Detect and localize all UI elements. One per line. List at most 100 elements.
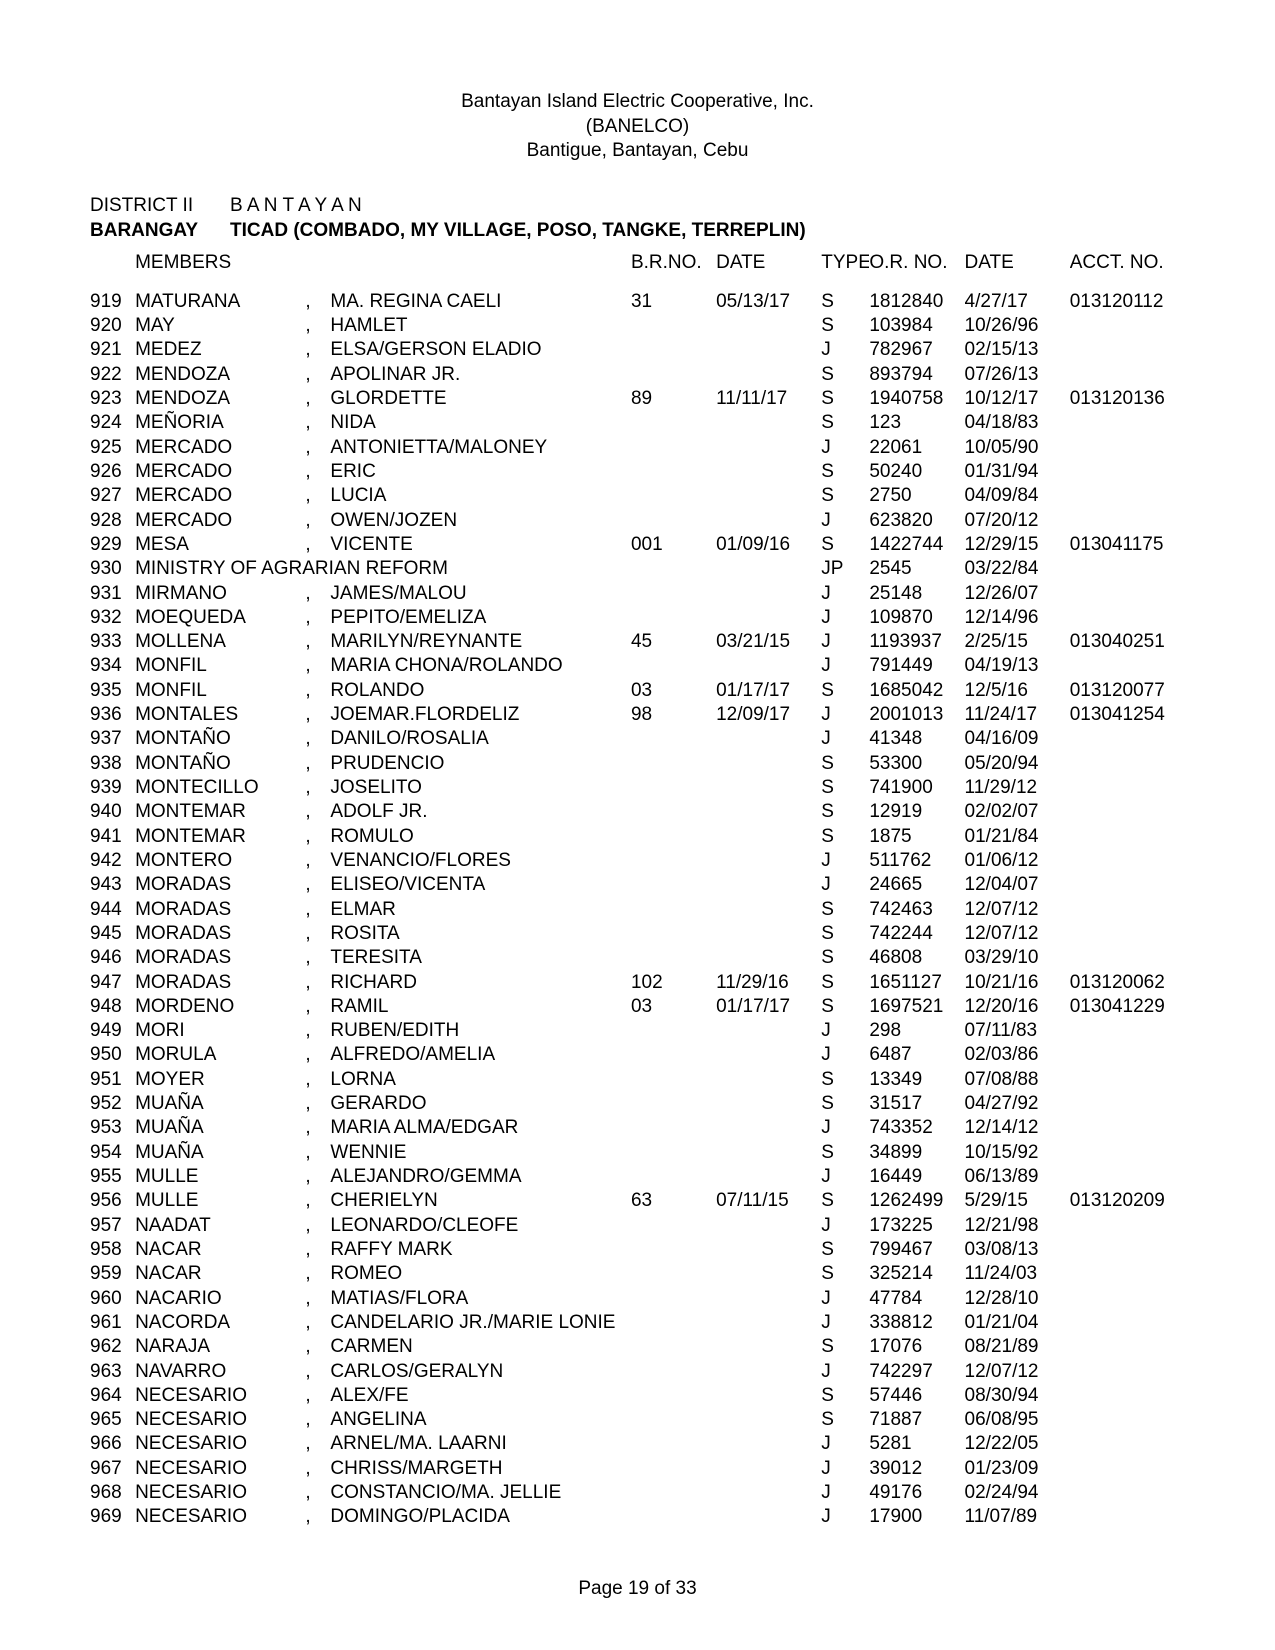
cell-type: S — [821, 1189, 869, 1213]
cell-acct — [1070, 1092, 1185, 1116]
cell-sep: , — [305, 922, 330, 946]
cell-orno: 1651127 — [869, 971, 964, 995]
cell-brno: 31 — [631, 290, 716, 314]
cell-brno — [631, 606, 716, 630]
cell-last: MEÑORIA — [135, 411, 305, 435]
cell-last: NECESARIO — [135, 1481, 305, 1505]
cell-type: J — [821, 1311, 869, 1335]
cell-orno: 71887 — [869, 1408, 964, 1432]
cell-odate: 12/29/15 — [965, 533, 1070, 557]
cell-acct: 013041229 — [1070, 995, 1185, 1019]
cell-last: NARAJA — [135, 1335, 305, 1359]
cell-date — [716, 314, 821, 338]
header-org-address: Bantigue, Bantayan, Cebu — [90, 139, 1185, 164]
cell-odate: 01/21/84 — [965, 825, 1070, 849]
cell-orno: 1422744 — [869, 533, 964, 557]
cell-type: S — [821, 533, 869, 557]
cell-acct — [1070, 1311, 1185, 1335]
cell-acct — [1070, 1384, 1185, 1408]
cell-no: 932 — [90, 606, 135, 630]
cell-first: CARMEN — [330, 1335, 631, 1359]
cell-brno — [631, 1043, 716, 1067]
cell-type: J — [821, 338, 869, 362]
cell-no: 943 — [90, 873, 135, 897]
cell-type: S — [821, 1408, 869, 1432]
cell-date — [716, 557, 821, 581]
table-body: 919MATURANA,MA. REGINA CAELI3105/13/17S1… — [90, 290, 1185, 1530]
cell-no: 938 — [90, 752, 135, 776]
cell-odate: 4/27/17 — [965, 290, 1070, 314]
cell-first: CHRISS/MARGETH — [330, 1457, 631, 1481]
cell-type: J — [821, 436, 869, 460]
cell-no: 947 — [90, 971, 135, 995]
cell-odate: 10/15/92 — [965, 1141, 1070, 1165]
cell-sep: , — [305, 995, 330, 1019]
cell-brno: 102 — [631, 971, 716, 995]
document-header: Bantayan Island Electric Cooperative, In… — [90, 90, 1185, 164]
table-row: 940MONTEMAR,ADOLF JR.S1291902/02/07 — [90, 800, 1185, 824]
cell-odate: 04/19/13 — [965, 654, 1070, 678]
cell-last: MIRMANO — [135, 582, 305, 606]
cell-no: 965 — [90, 1408, 135, 1432]
cell-brno: 001 — [631, 533, 716, 557]
cell-orno: 109870 — [869, 606, 964, 630]
cell-no: 945 — [90, 922, 135, 946]
cell-no: 958 — [90, 1238, 135, 1262]
table-row: 944MORADAS,ELMARS74246312/07/12 — [90, 898, 1185, 922]
cell-orno: 338812 — [869, 1311, 964, 1335]
cell-type: S — [821, 776, 869, 800]
cell-no: 925 — [90, 436, 135, 460]
cell-orno: 325214 — [869, 1262, 964, 1286]
cell-acct — [1070, 1335, 1185, 1359]
cell-orno: 41348 — [869, 727, 964, 751]
cell-first: PEPITO/EMELIZA — [330, 606, 631, 630]
cell-no: 960 — [90, 1287, 135, 1311]
table-row: 958NACAR,RAFFY MARKS79946703/08/13 — [90, 1238, 1185, 1262]
cell-last: MOLLENA — [135, 630, 305, 654]
cell-type: JP — [821, 557, 869, 581]
cell-last: MORADAS — [135, 971, 305, 995]
cell-sep: , — [305, 314, 330, 338]
cell-acct: 013120136 — [1070, 387, 1185, 411]
cell-type: J — [821, 606, 869, 630]
cell-first: ARNEL/MA. LAARNI — [330, 1432, 631, 1456]
cell-brno — [631, 1092, 716, 1116]
cell-sep: , — [305, 338, 330, 362]
cell-orno: 5281 — [869, 1432, 964, 1456]
cell-acct — [1070, 606, 1185, 630]
cell-sep: , — [305, 1092, 330, 1116]
cell-brno — [631, 1141, 716, 1165]
cell-odate: 08/21/89 — [965, 1335, 1070, 1359]
cell-type: S — [821, 314, 869, 338]
cell-date — [716, 727, 821, 751]
cell-last: MONFIL — [135, 654, 305, 678]
cell-date — [716, 654, 821, 678]
cell-odate: 04/18/83 — [965, 411, 1070, 435]
cell-first: APOLINAR JR. — [330, 363, 631, 387]
cell-orno: 298 — [869, 1019, 964, 1043]
cell-acct — [1070, 509, 1185, 533]
cell-type: J — [821, 1457, 869, 1481]
table-row: 920MAY,HAMLETS10398410/26/96 — [90, 314, 1185, 338]
cell-last: NECESARIO — [135, 1384, 305, 1408]
cell-last: NECESARIO — [135, 1457, 305, 1481]
cell-last: NAADAT — [135, 1214, 305, 1238]
table-row: 957NAADAT,LEONARDO/CLEOFEJ17322512/21/98 — [90, 1214, 1185, 1238]
cell-first: DOMINGO/PLACIDA — [330, 1505, 631, 1529]
cell-acct — [1070, 800, 1185, 824]
page-footer: Page 19 of 33 — [0, 1578, 1275, 1600]
cell-first: NIDA — [330, 411, 631, 435]
cell-date — [716, 1092, 821, 1116]
header-org-abbrev: (BANELCO) — [90, 115, 1185, 140]
cell-no: 928 — [90, 509, 135, 533]
cell-date — [716, 1432, 821, 1456]
cell-sep: , — [305, 946, 330, 970]
cell-sep: , — [305, 1311, 330, 1335]
cell-acct — [1070, 1019, 1185, 1043]
cell-no: 946 — [90, 946, 135, 970]
cell-brno — [631, 873, 716, 897]
cell-no: 950 — [90, 1043, 135, 1067]
cell-odate: 07/11/83 — [965, 1019, 1070, 1043]
cell-orno: 39012 — [869, 1457, 964, 1481]
cell-first: ALFREDO/AMELIA — [330, 1043, 631, 1067]
